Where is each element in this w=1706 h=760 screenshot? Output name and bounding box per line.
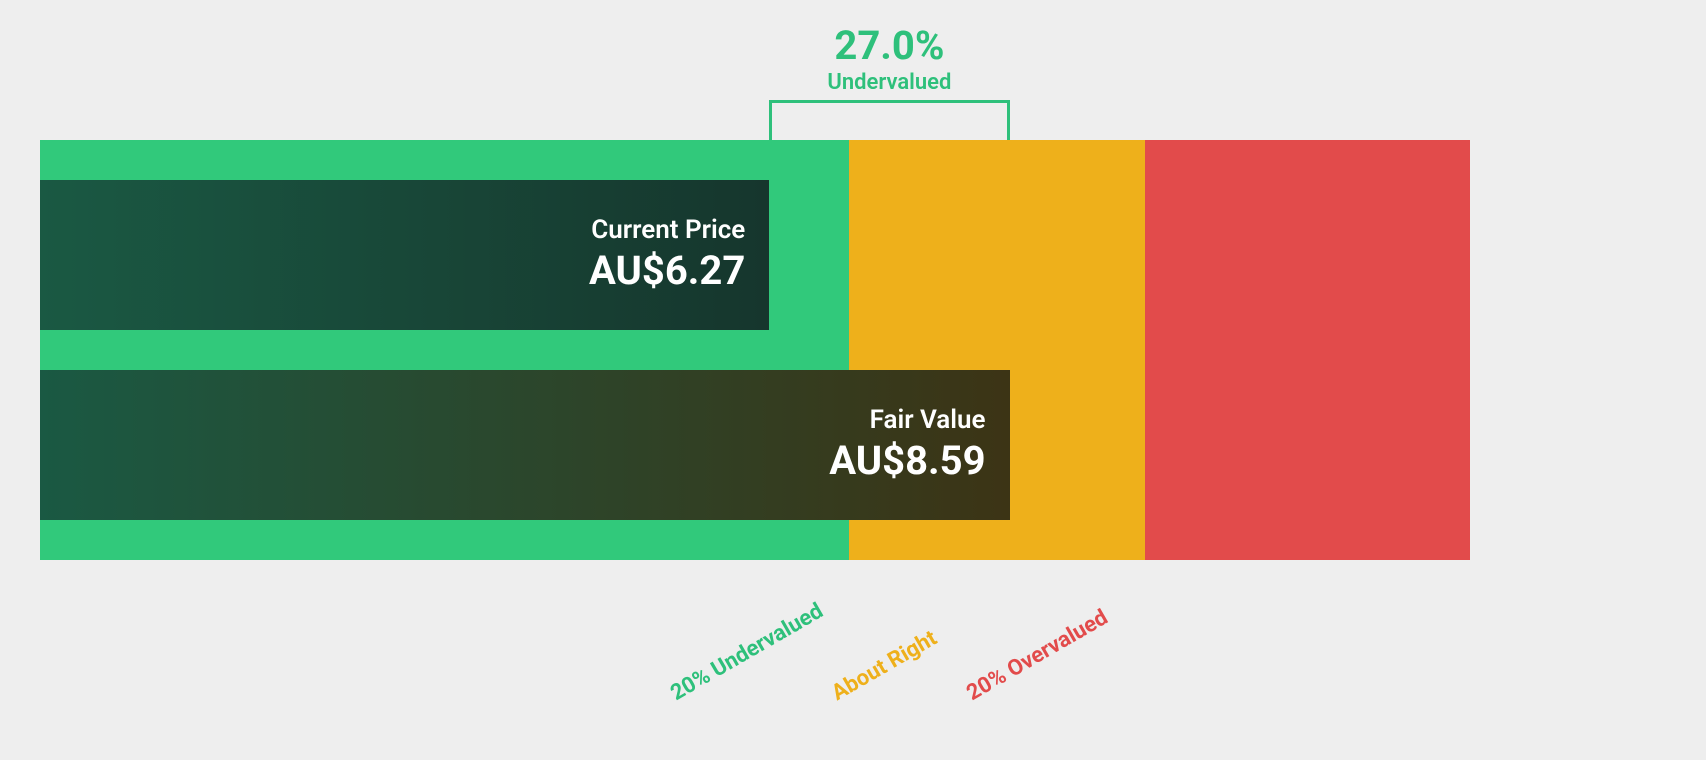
valuation-callout: 27.0% Undervalued (827, 24, 951, 95)
callout-subtitle: Undervalued (827, 70, 951, 95)
fair-value-value: AU$8.59 (829, 437, 985, 485)
zone-overvalued (1145, 140, 1470, 560)
current-price-bar: Current PriceAU$6.27 (40, 180, 769, 330)
valuation-chart: Current PriceAU$6.27 Fair ValueAU$8.59 (40, 140, 1470, 560)
callout-horizontal-line (769, 100, 1009, 103)
callout-tick-left (769, 100, 772, 140)
current-price-value: AU$6.27 (589, 247, 745, 295)
callout-tick-right (1007, 100, 1010, 140)
current-price-label: Current Price (591, 215, 745, 246)
axis-label: 20% Undervalued (667, 599, 828, 706)
fair-value-label: Fair Value (870, 405, 986, 436)
axis-label: About Right (827, 626, 941, 706)
callout-percent: 27.0% (827, 24, 951, 68)
axis-label: 20% Overvalued (963, 605, 1113, 706)
fair-value-bar: Fair ValueAU$8.59 (40, 370, 1010, 520)
